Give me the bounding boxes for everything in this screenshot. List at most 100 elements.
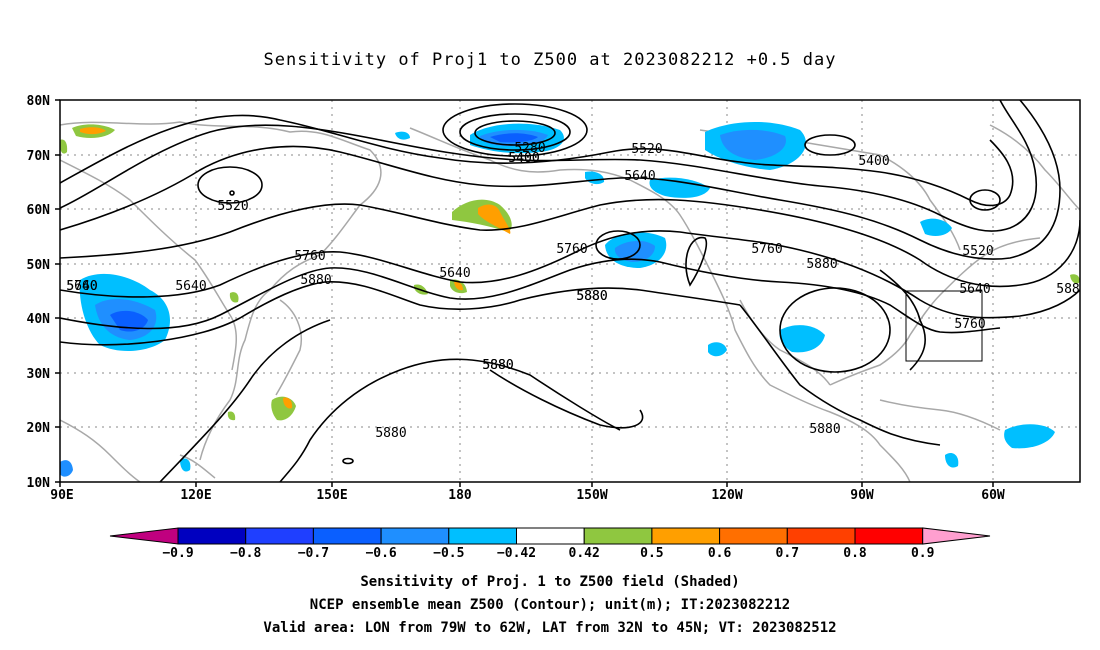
lat-label: 80N bbox=[27, 94, 51, 109]
colorbar-label: 0.5 bbox=[640, 546, 663, 561]
contour-label: 5280 bbox=[514, 141, 545, 156]
colorbar-segment bbox=[854, 527, 924, 545]
contour-label: 5760 bbox=[294, 249, 325, 264]
colorbar-left-arrow bbox=[109, 527, 179, 545]
contour-label: 5640 bbox=[439, 266, 470, 281]
lon-label: 60W bbox=[981, 488, 1005, 503]
colorbar-segment bbox=[177, 527, 247, 545]
footer-line-2: NCEP ensemble mean Z500 (Contour); unit(… bbox=[309, 597, 791, 613]
colorbar-segment bbox=[583, 527, 653, 545]
contour-label: 5880 bbox=[482, 358, 513, 373]
contour-label: 5880 bbox=[482, 358, 513, 373]
contour-labels: 5280 5400 5520 5640 5400 5520 5640 5400 … bbox=[66, 141, 1079, 441]
colorbar-label: 0.7 bbox=[776, 546, 799, 561]
shade-blob bbox=[80, 127, 106, 135]
colorbar-label: −0.5 bbox=[433, 546, 464, 561]
contour-label: 5760 bbox=[66, 279, 97, 294]
lon-label: 120W bbox=[711, 488, 742, 503]
contour-label: 5880 bbox=[300, 273, 331, 288]
coastlines bbox=[60, 121, 1080, 482]
shade-blob bbox=[60, 139, 68, 154]
shade-blob bbox=[283, 397, 293, 409]
shade-blob bbox=[1004, 424, 1055, 449]
contour-label: 5520 bbox=[631, 142, 662, 157]
map-title: Sensitivity of Proj1 to Z500 at 20230822… bbox=[263, 50, 837, 70]
lat-label: 10N bbox=[27, 476, 51, 491]
sensitivity-shading bbox=[60, 121, 1080, 477]
lat-label: 40N bbox=[27, 312, 51, 327]
contour-label: 5880 bbox=[375, 426, 406, 441]
contour-label: 588 bbox=[1056, 282, 1079, 297]
colorbar-segment bbox=[719, 527, 788, 545]
colorbar-label: 0.9 bbox=[911, 546, 934, 561]
footer-line-1: Sensitivity of Proj. 1 to Z500 field (Sh… bbox=[360, 574, 740, 590]
valid-area-box bbox=[905, 290, 983, 362]
colorbar-segment bbox=[312, 527, 382, 545]
shade-blob bbox=[708, 342, 727, 357]
contour-label: 5880 bbox=[576, 289, 607, 304]
colorbar-segment bbox=[651, 527, 721, 545]
lon-label: 180 bbox=[448, 488, 472, 503]
lon-label: 120E bbox=[180, 488, 211, 503]
shade-blob bbox=[395, 131, 410, 140]
shade-blob bbox=[490, 133, 538, 143]
colorbar-segment bbox=[380, 527, 450, 545]
contour-label: 5520 bbox=[962, 244, 993, 259]
contour-label: 5640 bbox=[959, 282, 990, 297]
shade-blob bbox=[60, 460, 73, 477]
lat-axis bbox=[55, 99, 60, 483]
shade-blob bbox=[454, 281, 463, 291]
contour-label: 5880 bbox=[806, 257, 837, 272]
shade-blob bbox=[478, 204, 511, 234]
contour-label: 5880 bbox=[809, 422, 840, 437]
lat-label: 60N bbox=[27, 203, 51, 218]
colorbar-label: 0.42 bbox=[569, 546, 600, 561]
colorbar-label: −0.7 bbox=[298, 546, 329, 561]
shade-blob bbox=[920, 218, 952, 236]
colorbar-right-arrow bbox=[922, 527, 991, 545]
contour-label: 5640 bbox=[624, 169, 655, 184]
colorbar-label: 0.6 bbox=[708, 546, 732, 561]
colorbar-segment bbox=[448, 527, 517, 545]
colorbar-label: −0.42 bbox=[497, 546, 536, 561]
lat-label: 70N bbox=[27, 149, 51, 164]
contour-label: 5400 bbox=[858, 154, 889, 169]
shade-blob bbox=[779, 325, 825, 353]
contour-label: 5640 bbox=[175, 279, 206, 294]
plot-frame bbox=[59, 99, 1081, 483]
colorbar-segment bbox=[786, 527, 856, 545]
lon-label: 90W bbox=[850, 488, 874, 503]
shade-blob bbox=[720, 129, 786, 160]
contour-label: 5880 bbox=[576, 289, 607, 304]
lat-label: 30N bbox=[27, 367, 51, 382]
footer-line-3: Valid area: LON from 79W to 62W, LAT fro… bbox=[263, 620, 837, 636]
shade-blob bbox=[227, 411, 236, 421]
colorbar-segment bbox=[245, 527, 314, 545]
contour-label: 5640 bbox=[66, 279, 97, 294]
shade-blob bbox=[180, 458, 191, 472]
lat-label: 20N bbox=[27, 421, 51, 436]
shade-blob bbox=[1070, 274, 1080, 284]
contour-label: 5400 bbox=[508, 151, 539, 166]
contour-label: 5520 bbox=[217, 199, 248, 214]
contour-label: 5400 bbox=[508, 151, 539, 166]
lon-label: 150W bbox=[576, 488, 607, 503]
lon-label: 90E bbox=[50, 488, 73, 503]
lon-label: 150E bbox=[316, 488, 347, 503]
colorbar-label: −0.8 bbox=[230, 546, 261, 561]
z500-contours bbox=[60, 100, 1080, 482]
shade-blob bbox=[585, 171, 605, 185]
shade-blob bbox=[229, 292, 239, 303]
contour-label: 5760 bbox=[556, 242, 587, 257]
colorbar-segment bbox=[516, 527, 585, 545]
colorbar-label: 0.8 bbox=[843, 546, 867, 561]
lat-label: 50N bbox=[27, 258, 51, 273]
lon-axis bbox=[59, 482, 994, 487]
shade-blob bbox=[614, 240, 655, 262]
colorbar-label: −0.6 bbox=[365, 546, 396, 561]
contour-label: 5760 bbox=[751, 242, 782, 257]
colorbar: −0.9 −0.8 −0.7 −0.6 −0.5 −0.42 0.42 0.5 0.6 0.7 0.… bbox=[109, 527, 991, 561]
shade-blob bbox=[649, 177, 710, 198]
shade-blob bbox=[945, 453, 959, 468]
